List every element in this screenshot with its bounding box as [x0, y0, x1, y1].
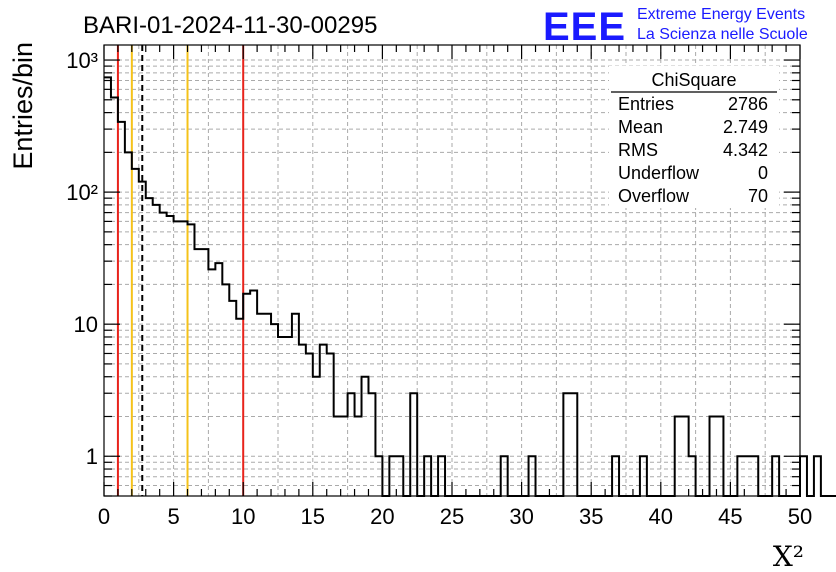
stats-row-label: Mean: [618, 117, 663, 137]
grid-lines: [104, 45, 800, 497]
logo-line-2: La Scienza nelle Scuole: [637, 26, 808, 43]
x-tick-label: 10: [231, 504, 255, 529]
y-tick-label: 1: [86, 444, 98, 469]
stats-row-value: 70: [748, 186, 768, 206]
stats-row-label: RMS: [618, 140, 658, 160]
x-tick-label: 35: [579, 504, 603, 529]
y-tick-label: 10²: [66, 180, 98, 205]
x-tick-label: 20: [370, 504, 394, 529]
stats-row-value: 0: [758, 163, 768, 183]
x-tick-label: 25: [440, 504, 464, 529]
stats-box: ChiSquare Entries 2786 Mean 2.749 RMS 4.342 Un…: [609, 66, 779, 208]
x-tick-label: 30: [509, 504, 533, 529]
stats-rows: Entries 2786 Mean 2.749 RMS 4.342 Underflow 0 Ov…: [618, 94, 768, 206]
x-axis-ticks: 0 5 10 15 20 25 30 35 40 45 50: [98, 45, 812, 529]
stats-title: ChiSquare: [651, 70, 736, 90]
histogram-series: [104, 76, 836, 497]
x-tick-label: 50: [788, 504, 812, 529]
y-axis-ticks: 1 10 10² 10³: [66, 48, 800, 497]
y-tick-label: 10: [74, 312, 98, 337]
x-tick-label: 15: [301, 504, 325, 529]
stats-row-value: 2.749: [723, 117, 768, 137]
stats-row-label: Overflow: [618, 186, 690, 206]
chart-title: BARI-01-2024-11-30-00295: [83, 12, 377, 39]
logo-line-1: Extreme Energy Events: [637, 6, 805, 23]
x-tick-label: 0: [98, 504, 110, 529]
eee-logo: EEE Extreme Energy Events La Scienza nel…: [543, 5, 808, 49]
x-tick-label: 45: [718, 504, 742, 529]
logo-mark: EEE: [543, 5, 626, 49]
x-tick-label: 5: [167, 504, 179, 529]
stats-row-value: 2786: [728, 94, 768, 114]
stats-row-label: Underflow: [618, 163, 700, 183]
stats-box-background: [609, 66, 779, 208]
x-tick-label: 40: [649, 504, 673, 529]
stats-row-label: Entries: [618, 94, 674, 114]
y-tick-label: 10³: [66, 48, 98, 73]
x-axis-label: X²: [773, 540, 804, 572]
stats-row-value: 4.342: [723, 140, 768, 160]
y-axis-label: Entries/bin: [8, 42, 38, 170]
